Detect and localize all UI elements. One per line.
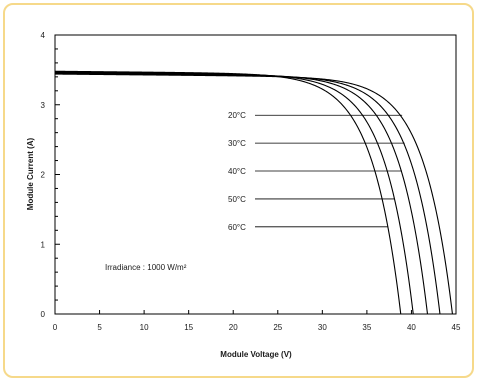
irradiance-annotation: Irradiance : 1000 W/m² [105, 263, 187, 272]
y-tick-label: 2 [41, 171, 46, 180]
series-line [54, 70, 402, 315]
y-axis-label: Module Current (A) [26, 137, 35, 210]
y-tick-label: 1 [41, 240, 46, 249]
plot-area [54, 34, 457, 315]
series-label: 20°C [228, 111, 246, 120]
series-curves [54, 70, 453, 315]
y-axis-ticks: 0 1 2 3 4 [41, 31, 60, 319]
x-tick-label: 0 [53, 323, 58, 332]
series-label: 30°C [228, 139, 246, 148]
x-tick-label: 35 [362, 323, 371, 332]
series-line [54, 73, 453, 315]
x-axis-label: Module Voltage (V) [220, 350, 292, 359]
series-label: 60°C [228, 223, 246, 232]
series-label: 40°C [228, 167, 246, 176]
x-axis-ticks: 0 5 10 15 20 25 30 35 40 45 [53, 310, 461, 332]
x-tick-label: 30 [318, 323, 327, 332]
y-tick-label: 4 [41, 31, 46, 40]
y-tick-label: 0 [41, 310, 46, 319]
x-tick-label: 5 [97, 323, 102, 332]
y-tick-label: 3 [41, 101, 46, 110]
series-labels: 20°C 30°C 40°C 50°C 60°C [228, 111, 405, 232]
x-tick-label: 20 [229, 323, 238, 332]
x-tick-label: 25 [273, 323, 282, 332]
series-label: 50°C [228, 195, 246, 204]
x-tick-label: 45 [452, 323, 461, 332]
x-tick-label: 15 [184, 323, 193, 332]
x-tick-label: 40 [407, 323, 416, 332]
x-tick-label: 10 [140, 323, 149, 332]
iv-curve-chart: 0 5 10 15 20 25 30 35 40 45 0 1 2 3 4 20°C 30°C 40°C 50°… [26, 31, 461, 359]
